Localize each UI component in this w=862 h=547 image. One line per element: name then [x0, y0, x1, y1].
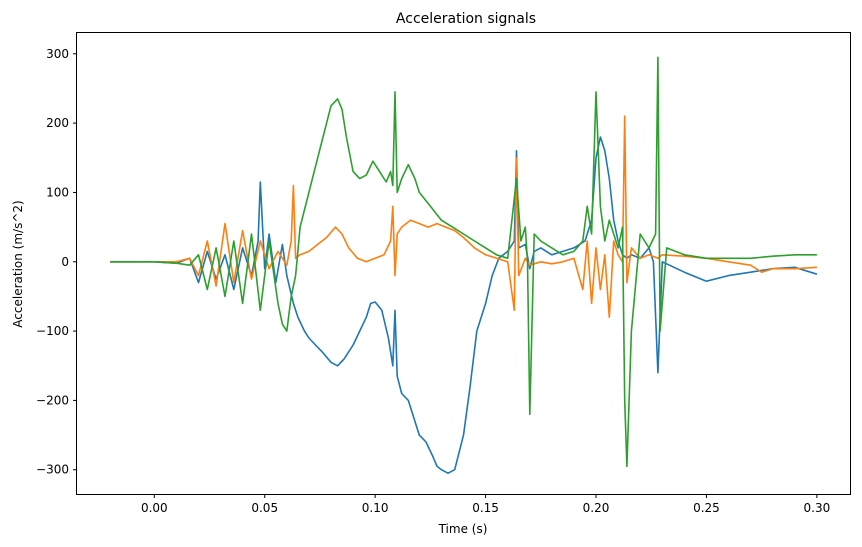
y-tick-label: −100	[36, 324, 69, 338]
x-tick-label: 0.05	[251, 501, 278, 515]
x-axis-label: Time (s)	[438, 522, 488, 536]
x-tick-label: 0.20	[583, 501, 610, 515]
y-axis-label: Acceleration (m/s^2)	[11, 200, 25, 327]
y-tick-label: 0	[61, 255, 69, 269]
plot-area	[110, 56, 818, 475]
y-tick-label: −300	[36, 463, 69, 477]
x-tick-label: 0.30	[804, 501, 831, 515]
chart-title: Acceleration signals	[396, 11, 536, 27]
series-line-3	[110, 56, 817, 468]
x-tick-label: 0.10	[362, 501, 389, 515]
y-axis: −300 −200 −100 0 100 200 300	[36, 47, 77, 477]
x-tick-label: 0.15	[472, 501, 499, 515]
series-line-2	[110, 115, 817, 319]
y-tick-label: −200	[36, 393, 69, 407]
x-axis: 0.00 0.05 0.10 0.15 0.20 0.25 0.30	[141, 494, 830, 515]
x-tick-label: 0.00	[141, 501, 168, 515]
y-tick-label: 200	[46, 116, 69, 130]
y-tick-label: 300	[46, 47, 69, 61]
plot-frame	[76, 32, 851, 495]
series-line-1	[110, 136, 818, 475]
y-tick-label: 100	[46, 185, 69, 199]
x-tick-label: 0.25	[693, 501, 720, 515]
